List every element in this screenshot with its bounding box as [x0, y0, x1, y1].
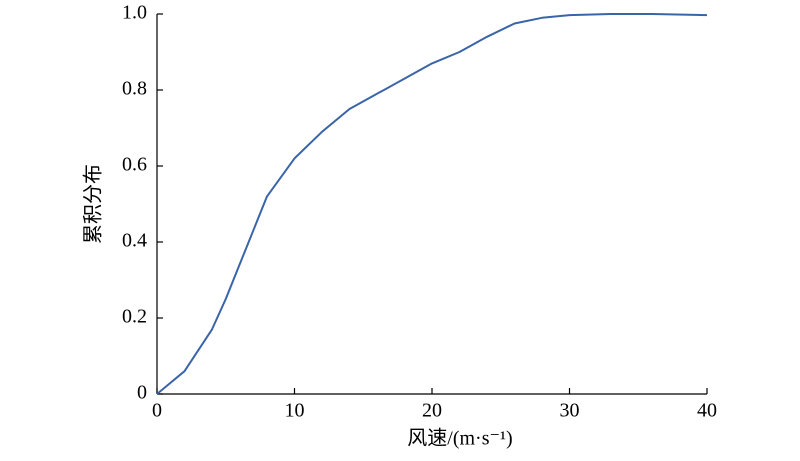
y-tick-label: 0.8 — [122, 78, 147, 100]
y-tick-label: 0.6 — [122, 154, 147, 176]
line-series — [156, 13, 708, 395]
y-tick-label: 0.4 — [122, 230, 147, 252]
y-tick-label: 0 — [137, 382, 147, 404]
y-tick-label: 0.2 — [122, 306, 147, 328]
x-tick-label: 40 — [697, 400, 717, 422]
x-axis-label: 风速/(m·s⁻¹) — [407, 427, 512, 450]
y-tick-label: 1.0 — [122, 2, 147, 24]
x-tick-label: 20 — [422, 400, 442, 422]
x-tick-label: 10 — [285, 400, 305, 422]
x-tick-label: 0 — [152, 400, 162, 422]
y-axis-label: 累积分布 — [82, 164, 105, 244]
x-tick-label: 30 — [560, 400, 580, 422]
